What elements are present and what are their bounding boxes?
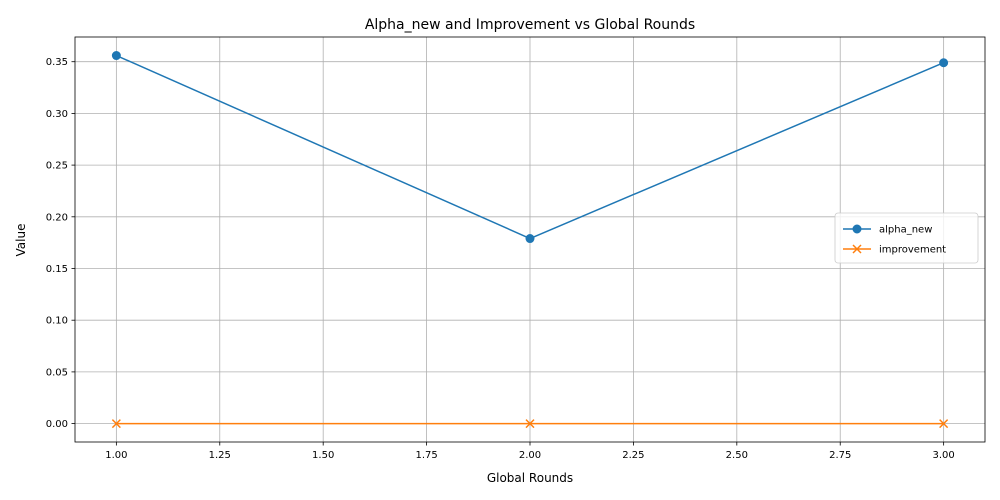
x-tick-label: 2.25 [622,450,644,461]
y-tick-label: 0.35 [46,57,68,68]
legend-label: improvement [879,245,946,256]
x-axis-label: Global Rounds [487,471,573,485]
y-tick-label: 0.25 [46,161,68,172]
series-improvement [111,419,949,429]
y-tick-label: 0.10 [46,316,68,327]
legend-item-alpha_new: alpha_new [843,224,932,236]
legend-label: alpha_new [879,225,932,236]
data-point [111,51,121,61]
y-tick-label: 0.20 [46,212,68,223]
legend: alpha_new improvement [834,212,979,264]
y-tick-label: 0.00 [46,419,68,430]
y-tick-label: 0.15 [46,264,68,275]
x-tick-label: 2.00 [519,450,541,461]
x-tick-label: 3.00 [933,450,955,461]
x-tick-label: 1.75 [415,450,437,461]
axis-ticks: 1.00 1.25 1.50 1.75 2.00 2.25 2.50 2.75 3.00 0.00… [46,57,955,461]
x-tick-label: 1.25 [209,450,231,461]
data-point [525,419,535,429]
x-tick-label: 1.00 [105,450,127,461]
legend-marker [852,224,862,234]
legend-box [834,212,979,264]
y-tick-label: 0.05 [46,367,68,378]
legend-item-improvement: improvement [843,244,946,256]
y-axis-label: Value [14,224,28,257]
data-point [525,234,535,244]
plot-series [111,51,949,429]
data-point [111,419,121,429]
x-tick-label: 1.50 [312,450,334,461]
legend-marker [852,244,862,254]
x-tick-label: 2.75 [829,450,851,461]
x-tick-label: 2.50 [726,450,748,461]
data-point [939,419,949,429]
y-tick-label: 0.30 [46,109,68,120]
chart-title: Alpha_new and Improvement vs Global Roun… [365,17,695,33]
data-point [939,58,949,68]
series-alpha_new [111,51,949,244]
